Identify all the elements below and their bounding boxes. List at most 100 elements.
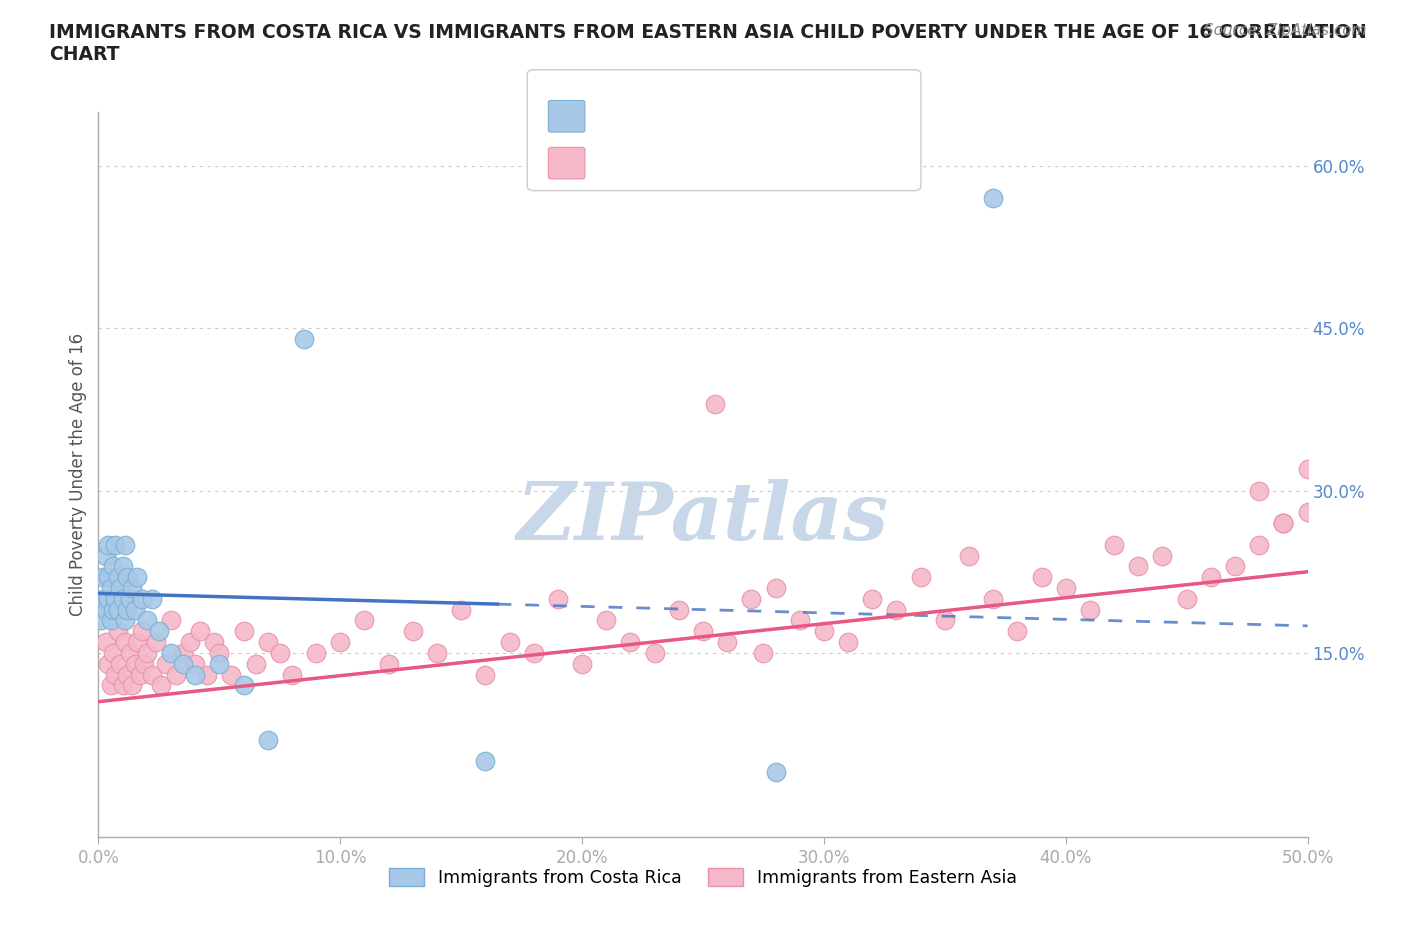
Point (957, 548, 980, 563)
Point (1078, 603, 1101, 618)
Point (377, 657, 399, 671)
Point (232, 624, 254, 639)
Point (101, 559, 124, 574)
Legend: Immigrants from Costa Rica, Immigrants from Eastern Asia: Immigrants from Costa Rica, Immigrants f… (382, 861, 1024, 894)
Point (114, 634, 136, 649)
Point (97, 657, 120, 671)
Point (104, 591, 127, 606)
Point (108, 580, 131, 595)
Point (474, 667, 496, 682)
Point (111, 559, 134, 574)
Point (498, 634, 520, 649)
Point (121, 580, 143, 595)
Point (704, 396, 727, 411)
Point (118, 645, 141, 660)
Point (94, 603, 117, 618)
Point (1272, 515, 1295, 530)
Point (910, 570, 932, 585)
Point (1249, 483, 1271, 498)
Point (1296, 461, 1319, 476)
Point (1272, 515, 1295, 530)
Point (292, 331, 315, 346)
Point (101, 603, 124, 618)
Point (91, 591, 114, 606)
Point (813, 624, 835, 639)
Point (886, 603, 908, 618)
Point (165, 667, 187, 682)
Point (141, 667, 163, 682)
Point (107, 570, 129, 585)
Point (148, 624, 170, 639)
Point (94, 548, 117, 563)
Point (128, 667, 150, 682)
Point (740, 591, 762, 606)
Point (1320, 505, 1343, 520)
Point (108, 657, 131, 671)
Point (1152, 548, 1174, 563)
Point (256, 732, 278, 747)
Point (644, 645, 666, 660)
Point (860, 591, 883, 606)
Point (305, 645, 328, 660)
Point (104, 538, 127, 552)
Point (131, 591, 153, 606)
Point (114, 613, 136, 628)
Point (114, 538, 136, 552)
Text: Source: ZipAtlas.com: Source: ZipAtlas.com (1204, 23, 1367, 38)
Point (981, 591, 1004, 606)
Point (450, 603, 472, 618)
Point (1128, 559, 1150, 574)
Point (94, 634, 117, 649)
Point (179, 634, 201, 649)
Point (765, 580, 787, 595)
Point (1249, 538, 1271, 552)
Point (121, 678, 143, 693)
Point (595, 613, 617, 628)
Text: CHART: CHART (49, 45, 120, 63)
Point (269, 645, 291, 660)
Point (981, 191, 1004, 206)
Point (150, 678, 173, 693)
Point (97, 570, 120, 585)
Point (402, 624, 425, 639)
Point (1102, 538, 1125, 552)
Point (91, 570, 114, 585)
Point (100, 613, 122, 628)
Point (1175, 591, 1198, 606)
Point (716, 634, 738, 649)
Point (124, 657, 146, 671)
Point (1296, 505, 1319, 520)
Point (837, 634, 859, 649)
Point (1054, 580, 1077, 595)
Point (184, 657, 207, 671)
Text: ZIPatlas: ZIPatlas (517, 479, 889, 556)
Point (1272, 515, 1295, 530)
Point (1320, 483, 1343, 498)
Point (245, 657, 267, 671)
Point (97, 591, 120, 606)
Point (232, 678, 254, 693)
Point (107, 624, 129, 639)
Point (124, 603, 146, 618)
Point (208, 645, 231, 660)
Point (145, 634, 167, 649)
Point (329, 634, 352, 649)
Point (104, 667, 127, 682)
Point (221, 667, 243, 682)
Point (934, 613, 956, 628)
Point (765, 764, 787, 779)
Point (426, 645, 449, 660)
Point (117, 570, 139, 585)
Point (117, 603, 139, 618)
Point (172, 645, 194, 660)
Point (172, 657, 194, 671)
Point (1007, 624, 1029, 639)
Text: IMMIGRANTS FROM COSTA RICA VS IMMIGRANTS FROM EASTERN ASIA CHILD POVERTY UNDER T: IMMIGRANTS FROM COSTA RICA VS IMMIGRANTS… (49, 23, 1367, 42)
Point (160, 645, 183, 660)
Point (127, 570, 149, 585)
Point (353, 613, 375, 628)
Point (160, 613, 183, 628)
Point (111, 678, 134, 693)
Point (1199, 570, 1222, 585)
Point (571, 657, 593, 671)
